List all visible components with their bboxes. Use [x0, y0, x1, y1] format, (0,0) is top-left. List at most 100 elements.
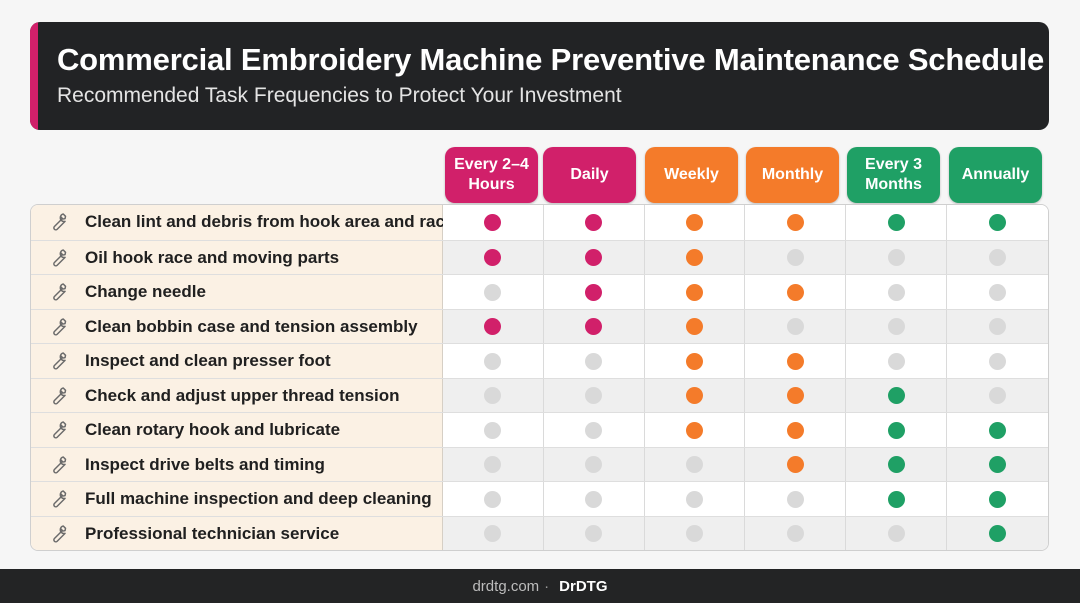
- frequency-cell: [746, 240, 847, 275]
- frequency-cell: [443, 205, 544, 240]
- task-cell: Inspect and clean presser foot: [31, 344, 443, 379]
- frequency-cell: [846, 240, 948, 275]
- frequency-cells: [443, 240, 1048, 275]
- active-dot: [989, 421, 1007, 439]
- active-dot: [989, 213, 1007, 231]
- column-header-3: Weekly: [645, 147, 738, 203]
- frequency-cell: [947, 413, 1048, 448]
- page-title: Commercial Embroidery Machine Preventive…: [57, 42, 1045, 77]
- frequency-cell: [544, 516, 645, 550]
- task-cell: Inspect drive belts and timing: [31, 447, 443, 482]
- active-dot: [484, 318, 502, 336]
- inactive-dot: [786, 490, 804, 508]
- footer: drdtg.com · DrDTG: [0, 569, 1080, 603]
- wrench-icon: [47, 211, 69, 233]
- task-cell: Full machine inspection and deep cleanin…: [31, 482, 443, 517]
- wrench-icon: [47, 350, 69, 372]
- task-label: Full machine inspection and deep cleanin…: [85, 489, 432, 509]
- frequency-cell: [544, 240, 645, 275]
- column-header-5: Every 3 Months: [847, 147, 940, 203]
- active-dot: [989, 490, 1007, 508]
- frequency-cell: [443, 275, 544, 310]
- inactive-dot: [989, 352, 1007, 370]
- table-row: Clean bobbin case and tension assembly: [31, 308, 1048, 344]
- frequency-cell: [846, 275, 948, 310]
- frequency-cell: [645, 240, 746, 275]
- page-subtitle: Recommended Task Frequencies to Protect …: [57, 84, 622, 107]
- frequency-cells: [443, 275, 1048, 310]
- column-header-label: Monthly: [761, 166, 824, 183]
- table-row: Oil hook race and moving parts: [31, 239, 1048, 275]
- frequency-cell: [746, 413, 847, 448]
- inactive-dot: [989, 387, 1007, 405]
- column-header-1: Every 2–4 Hours: [445, 147, 538, 203]
- frequency-cell: [746, 378, 847, 413]
- frequency-cell: [443, 240, 544, 275]
- frequency-cell: [947, 344, 1048, 379]
- frequency-cell: [947, 379, 1048, 414]
- frequency-cell: [645, 516, 746, 550]
- frequency-cell: [645, 447, 746, 482]
- frequency-cell: [947, 517, 1048, 551]
- column-header-label: Weekly: [664, 166, 719, 183]
- inactive-dot: [887, 525, 905, 543]
- active-dot: [786, 213, 804, 231]
- task-label: Oil hook race and moving parts: [85, 247, 340, 267]
- footer-site[interactable]: drdtg.com: [472, 577, 540, 595]
- task-label: Clean lint and debris from hook area and…: [85, 212, 455, 232]
- task-cell: Clean bobbin case and tension assembly: [31, 309, 443, 344]
- column-header-2: Daily: [543, 147, 636, 203]
- task-label: Check and adjust upper thread tension: [85, 385, 400, 405]
- inactive-dot: [585, 352, 603, 370]
- inactive-dot: [484, 387, 502, 405]
- frequency-cell: [443, 344, 544, 379]
- active-dot: [887, 490, 905, 508]
- task-cell: Oil hook race and moving parts: [31, 240, 443, 275]
- inactive-dot: [484, 525, 502, 543]
- frequency-cell: [443, 378, 544, 413]
- active-dot: [887, 387, 905, 405]
- frequency-cell: [846, 378, 948, 413]
- frequency-cells: [443, 378, 1048, 414]
- frequency-cell: [544, 447, 645, 482]
- frequency-cell: [846, 447, 948, 482]
- active-dot: [786, 283, 804, 301]
- frequency-cell: [645, 205, 746, 240]
- frequency-cell: [846, 482, 948, 517]
- column-header-label: Every 2–4 Hours: [454, 156, 529, 193]
- title-banner: Commercial Embroidery Machine Preventive…: [30, 22, 1049, 130]
- wrench-icon: [47, 385, 69, 407]
- inactive-dot: [484, 283, 502, 301]
- inactive-dot: [585, 387, 603, 405]
- active-dot: [887, 213, 905, 231]
- active-dot: [686, 283, 704, 301]
- frequency-cell: [544, 309, 645, 344]
- frequency-cell: [746, 344, 847, 379]
- wrench-icon: [47, 419, 69, 441]
- task-label: Clean rotary hook and lubricate: [85, 420, 341, 440]
- frequency-cell: [645, 378, 746, 413]
- active-dot: [686, 213, 704, 231]
- frequency-cell: [544, 482, 645, 517]
- frequency-cell: [443, 516, 544, 550]
- column-header-label: Every 3 Months: [865, 156, 922, 193]
- active-dot: [887, 421, 905, 439]
- frequency-cell: [443, 309, 544, 344]
- table-row: Inspect drive belts and timing: [31, 446, 1048, 482]
- active-dot: [585, 283, 603, 301]
- footer-separator: ·: [544, 577, 550, 595]
- frequency-cell: [544, 344, 645, 379]
- active-dot: [786, 456, 804, 474]
- frequency-cells: [443, 344, 1048, 379]
- inactive-dot: [585, 421, 603, 439]
- frequency-cell: [443, 413, 544, 448]
- wrench-icon: [47, 281, 69, 303]
- inactive-dot: [686, 456, 704, 474]
- inactive-dot: [989, 249, 1007, 267]
- frequency-cells: [443, 482, 1048, 517]
- task-cell: Clean rotary hook and lubricate: [31, 413, 443, 448]
- active-dot: [786, 387, 804, 405]
- active-dot: [686, 352, 704, 370]
- inactive-dot: [989, 318, 1007, 336]
- active-dot: [686, 249, 704, 267]
